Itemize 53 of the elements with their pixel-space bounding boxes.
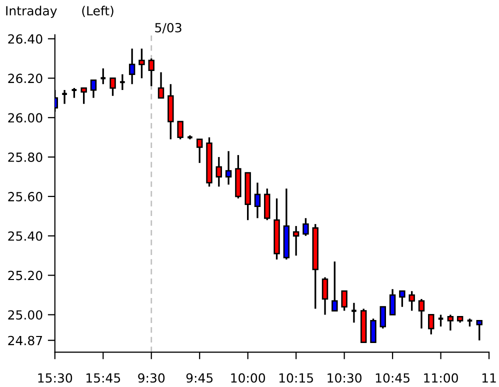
chart-title: Intraday (Left) bbox=[6, 6, 114, 18]
candlestick bbox=[341, 290, 348, 312]
candlestick bbox=[158, 71, 164, 99]
y-tick-label: 25.20 bbox=[8, 270, 42, 280]
candlestick bbox=[177, 120, 184, 140]
candlestick bbox=[138, 48, 145, 80]
x-tick-label: 11:00 bbox=[424, 373, 458, 383]
x-tick-label: 15:30 bbox=[38, 373, 72, 383]
x-tick-label: 11 bbox=[482, 373, 496, 382]
x-tick-label: 10:30 bbox=[328, 373, 362, 383]
candlestick bbox=[322, 276, 328, 316]
candlestick bbox=[110, 77, 116, 97]
candlestick bbox=[100, 68, 107, 85]
candlestick bbox=[292, 225, 300, 256]
x-tick-label: 15:45 bbox=[86, 373, 120, 383]
candlestick bbox=[80, 87, 87, 105]
x-tick-label: 10:45 bbox=[376, 373, 410, 383]
candlestick bbox=[196, 138, 203, 164]
y-tick-label: 25.60 bbox=[8, 192, 42, 202]
candlestick bbox=[428, 314, 434, 336]
x-tick-label: 9:30 bbox=[138, 373, 165, 383]
candlestick bbox=[128, 48, 136, 85]
candlestick bbox=[476, 320, 482, 342]
candlestick bbox=[437, 314, 444, 328]
x-tick-label: 10:15 bbox=[279, 373, 313, 383]
candlestick bbox=[148, 58, 154, 87]
candlestick bbox=[350, 302, 358, 324]
ref-line-label: 5/03 bbox=[155, 22, 182, 34]
y-tick-label: 24.87 bbox=[8, 336, 42, 346]
y-tick-label: 25.00 bbox=[8, 310, 42, 320]
candlestick bbox=[302, 217, 309, 237]
y-tick-label: 26.20 bbox=[8, 74, 42, 84]
candlestick bbox=[70, 87, 78, 99]
y-tick-label: 26.40 bbox=[8, 34, 42, 44]
candlestick bbox=[389, 288, 396, 316]
candlestick bbox=[216, 156, 222, 188]
candlestick bbox=[408, 290, 415, 312]
candlestick bbox=[61, 89, 68, 105]
candlestick bbox=[399, 290, 406, 308]
candlestick bbox=[447, 314, 454, 332]
candlestick bbox=[90, 79, 97, 99]
y-tick-label: 26.00 bbox=[8, 113, 42, 123]
candlestick bbox=[332, 260, 338, 312]
y-tick-label: 25.80 bbox=[8, 152, 42, 162]
y-tick-label: 25.40 bbox=[8, 231, 42, 241]
x-tick-label: 10:00 bbox=[231, 373, 266, 383]
x-tick-label: 9:45 bbox=[186, 373, 213, 383]
candlestick bbox=[370, 318, 376, 344]
candlestick bbox=[380, 306, 386, 330]
candlestick bbox=[225, 150, 232, 186]
candlestick bbox=[418, 298, 425, 330]
candlestick bbox=[264, 188, 270, 221]
candlestick bbox=[254, 182, 261, 219]
